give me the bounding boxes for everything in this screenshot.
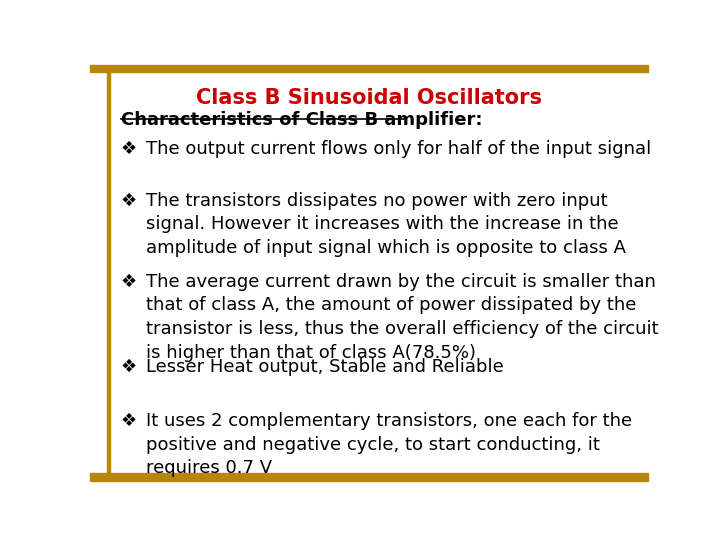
Text: ❖: ❖	[121, 358, 137, 376]
Text: The output current flows only for half of the input signal: The output current flows only for half o…	[145, 140, 651, 158]
Text: The average current drawn by the circuit is smaller than
that of class A, the am: The average current drawn by the circuit…	[145, 273, 658, 361]
Text: ❖: ❖	[121, 140, 137, 158]
Bar	[107, 72, 109, 473]
Text: Characteristics of Class B amplifier:: Characteristics of Class B amplifier:	[121, 111, 482, 129]
Text: ❖: ❖	[121, 273, 137, 291]
Text: ❖: ❖	[121, 192, 137, 210]
Bar	[90, 473, 648, 481]
Text: It uses 2 complementary transistors, one each for the
positive and negative cycl: It uses 2 complementary transistors, one…	[145, 412, 632, 477]
Bar	[90, 65, 648, 72]
Text: ❖: ❖	[121, 412, 137, 430]
Text: The transistors dissipates no power with zero input
signal. However it increases: The transistors dissipates no power with…	[145, 192, 626, 257]
Text: Class B Sinusoidal Oscillators: Class B Sinusoidal Oscillators	[196, 87, 542, 107]
Text: Lesser Heat output, Stable and Reliable: Lesser Heat output, Stable and Reliable	[145, 358, 503, 376]
